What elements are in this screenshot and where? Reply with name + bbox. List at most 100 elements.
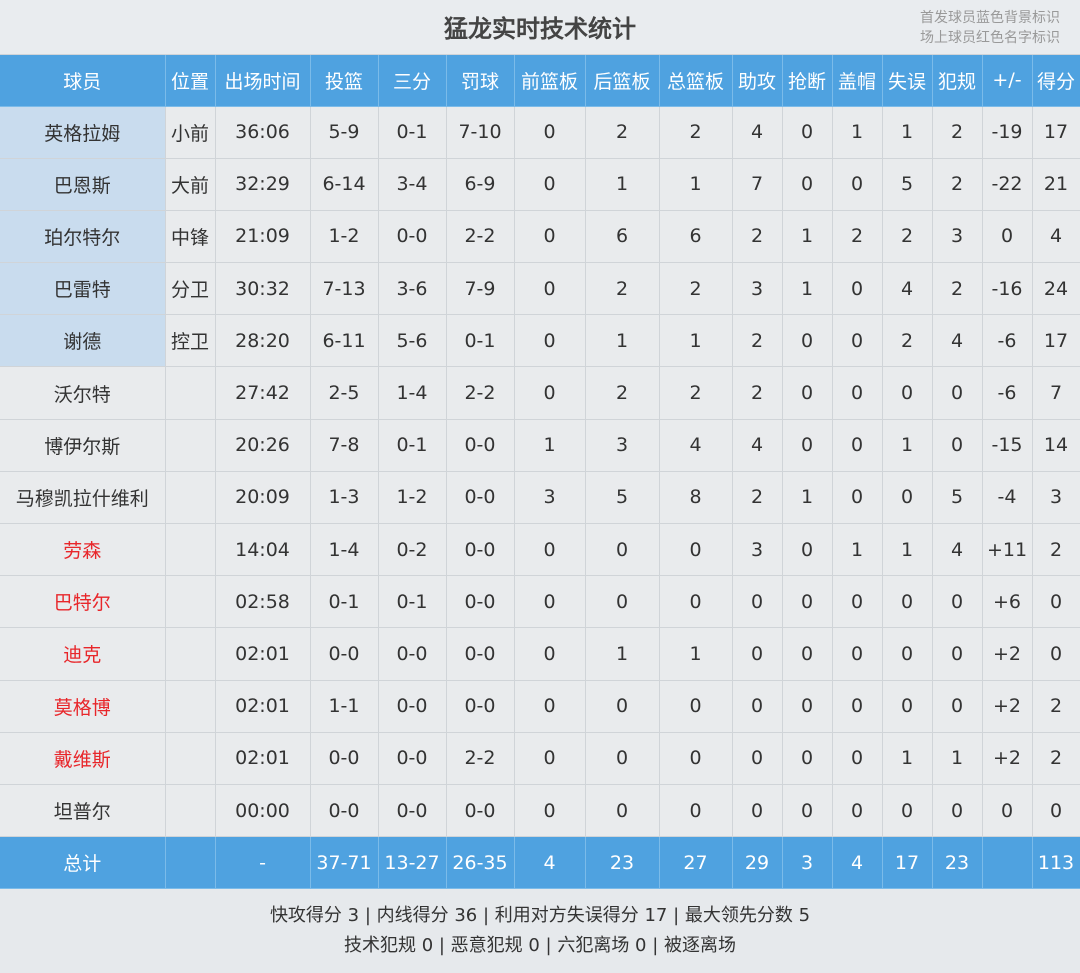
stat-cell: 02:01 bbox=[215, 680, 311, 733]
stat-cell: 中锋 bbox=[165, 210, 216, 264]
column-header[interactable]: 犯规 bbox=[932, 55, 983, 107]
stat-cell: 1 bbox=[832, 523, 883, 577]
player-name[interactable]: 劳森 bbox=[0, 523, 166, 577]
stat-cell: 0-1 bbox=[378, 575, 447, 629]
stat-cell bbox=[165, 471, 216, 525]
stat-cell: 0 bbox=[832, 366, 883, 420]
stat-cell: 0-0 bbox=[446, 627, 515, 681]
column-header[interactable]: 抢断 bbox=[782, 55, 833, 107]
stat-cell: 4 bbox=[882, 262, 933, 316]
column-header[interactable]: 失误 bbox=[882, 55, 933, 107]
total-cell: 29 bbox=[732, 836, 783, 890]
stat-cell: 7-9 bbox=[446, 262, 515, 316]
stat-cell: 0 bbox=[832, 471, 883, 525]
player-row: 坦普尔 00:00 0-0 0-0 0-0 0 0 0 0 0 0 0 0 0 0 bbox=[0, 784, 1080, 838]
stat-cell: 32:29 bbox=[215, 158, 311, 211]
total-cell: 37-71 bbox=[310, 836, 379, 890]
stat-cell: 0 bbox=[514, 314, 586, 368]
player-row: 沃尔特 27:42 2-5 1-4 2-2 0 2 2 2 0 0 0 0 -6 7 bbox=[0, 366, 1080, 420]
stat-cell: 1 bbox=[659, 627, 733, 681]
player-name[interactable]: 巴雷特 bbox=[0, 262, 166, 316]
player-name[interactable]: 坦普尔 bbox=[0, 784, 166, 838]
stat-cell: 0-0 bbox=[446, 680, 515, 733]
stat-cell: 0 bbox=[659, 732, 733, 785]
stat-cell: 3 bbox=[585, 419, 660, 472]
player-name[interactable]: 博伊尔斯 bbox=[0, 419, 166, 472]
player-name[interactable]: 沃尔特 bbox=[0, 366, 166, 420]
stats-table: 球员 位置 出场时间 投篮 三分 罚球 前篮板 后篮板 总篮板 助攻 抢断 盖帽 失误 犯规 +/- 得分 英… bbox=[0, 55, 1080, 890]
column-header[interactable]: 总篮板 bbox=[659, 55, 733, 107]
total-cell: 23 bbox=[932, 836, 983, 890]
column-header[interactable]: 得分 bbox=[1032, 55, 1080, 107]
column-header[interactable]: 盖帽 bbox=[832, 55, 883, 107]
stat-cell: 3 bbox=[732, 523, 783, 577]
stat-cell: 0 bbox=[832, 314, 883, 368]
stat-cell: 0-0 bbox=[446, 419, 515, 472]
stat-cell: 1 bbox=[782, 262, 833, 316]
player-name[interactable]: 珀尔特尔 bbox=[0, 210, 166, 264]
stat-cell: 27:42 bbox=[215, 366, 311, 420]
stat-cell: 02:01 bbox=[215, 627, 311, 681]
stat-cell: 1 bbox=[585, 158, 660, 211]
player-name[interactable]: 巴恩斯 bbox=[0, 158, 166, 211]
player-name[interactable]: 谢德 bbox=[0, 314, 166, 368]
stat-cell: 0 bbox=[782, 523, 833, 577]
column-header[interactable]: 三分 bbox=[378, 55, 447, 107]
stat-cell: 0 bbox=[514, 262, 586, 316]
stat-cell: 2 bbox=[732, 314, 783, 368]
stat-cell: 21:09 bbox=[215, 210, 311, 264]
player-name[interactable]: 戴维斯 bbox=[0, 732, 166, 785]
total-cell: 26-35 bbox=[446, 836, 515, 890]
player-name[interactable]: 巴特尔 bbox=[0, 575, 166, 629]
stat-cell: 3-6 bbox=[378, 262, 447, 316]
stat-cell: 0 bbox=[659, 523, 733, 577]
stat-cell: 4 bbox=[1032, 210, 1080, 264]
column-header[interactable]: 前篮板 bbox=[514, 55, 586, 107]
stat-cell: 3 bbox=[514, 471, 586, 525]
stat-cell: -15 bbox=[982, 419, 1033, 472]
stat-cell: 28:20 bbox=[215, 314, 311, 368]
total-cell bbox=[165, 836, 216, 890]
stat-cell: 0-0 bbox=[378, 784, 447, 838]
stat-cell: 6-11 bbox=[310, 314, 379, 368]
player-name[interactable]: 迪克 bbox=[0, 627, 166, 681]
player-row: 英格拉姆 小前 36:06 5-9 0-1 7-10 0 2 2 4 0 1 1 2 -19 17 bbox=[0, 106, 1080, 159]
stat-cell: 0-0 bbox=[446, 784, 515, 838]
stat-cell: 7 bbox=[1032, 366, 1080, 420]
legend-starter: 首发球员蓝色背景标识 bbox=[920, 10, 1060, 26]
legend: 首发球员蓝色背景标识 场上球员红色名字标识 bbox=[920, 8, 1060, 48]
stat-cell: 2 bbox=[659, 262, 733, 316]
stat-cell: 3 bbox=[1032, 471, 1080, 525]
stat-cell: 0 bbox=[882, 784, 933, 838]
page-title: 猛龙实时技术统计 bbox=[444, 15, 636, 43]
column-header[interactable]: 球员 bbox=[0, 55, 166, 107]
stat-cell: 0 bbox=[932, 627, 983, 681]
stat-cell: 2 bbox=[882, 210, 933, 264]
column-header[interactable]: 罚球 bbox=[446, 55, 515, 107]
stat-cell: 5 bbox=[932, 471, 983, 525]
total-cell: 17 bbox=[882, 836, 933, 890]
column-header[interactable]: 后篮板 bbox=[585, 55, 660, 107]
stat-cell: 0 bbox=[982, 784, 1033, 838]
total-cell: 113 bbox=[1032, 836, 1080, 890]
column-header[interactable]: 助攻 bbox=[732, 55, 783, 107]
stat-cell: 0-0 bbox=[310, 784, 379, 838]
column-header[interactable]: 投篮 bbox=[310, 55, 379, 107]
player-name[interactable]: 英格拉姆 bbox=[0, 106, 166, 159]
player-row: 谢德 控卫 28:20 6-11 5-6 0-1 0 1 1 2 0 0 2 4 -6 17 bbox=[0, 314, 1080, 368]
column-header[interactable]: +/- bbox=[982, 55, 1033, 107]
column-header[interactable]: 位置 bbox=[165, 55, 216, 107]
stat-cell: 1-4 bbox=[310, 523, 379, 577]
stat-cell: 0 bbox=[782, 419, 833, 472]
stat-cell: 1-2 bbox=[310, 210, 379, 264]
player-name[interactable]: 莫格博 bbox=[0, 680, 166, 733]
stat-cell: 0 bbox=[932, 784, 983, 838]
stat-cell: 小前 bbox=[165, 106, 216, 159]
stat-cell bbox=[165, 732, 216, 785]
stat-cell: 1-2 bbox=[378, 471, 447, 525]
player-name[interactable]: 马穆凯拉什维利 bbox=[0, 471, 166, 525]
stat-cell: 0 bbox=[782, 314, 833, 368]
column-header[interactable]: 出场时间 bbox=[215, 55, 311, 107]
header-row: 球员 位置 出场时间 投篮 三分 罚球 前篮板 后篮板 总篮板 助攻 抢断 盖帽 失误 犯规 +/- 得分 bbox=[0, 55, 1080, 107]
stat-cell: 5 bbox=[585, 471, 660, 525]
